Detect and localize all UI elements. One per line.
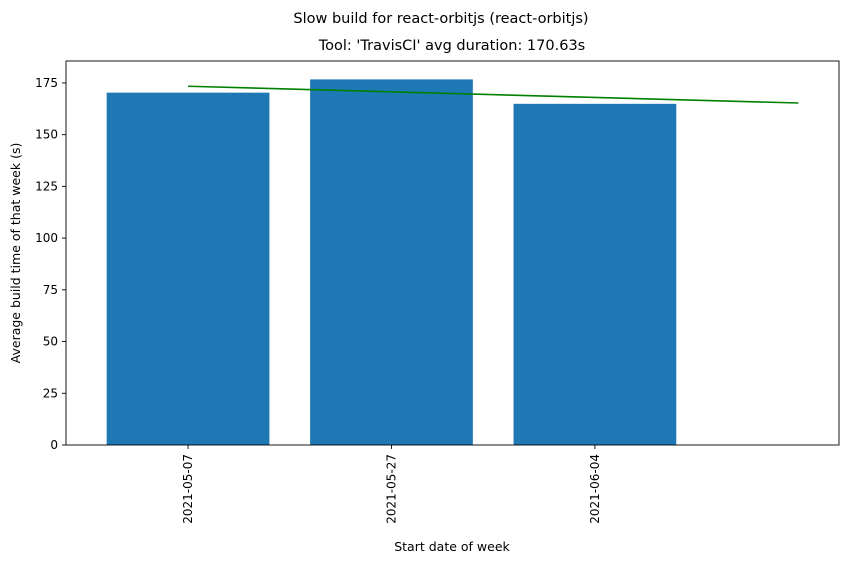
y-tick-label: 75	[43, 283, 58, 297]
bar-2021-05-27	[310, 79, 473, 446]
y-tick-label: 150	[35, 128, 58, 142]
y-tick-label: 0	[50, 438, 58, 452]
x-tick-label: 2021-05-07	[181, 454, 195, 524]
plot-area: 0 25 50 75 100 125 150 175 2021-05-07 2021-05-27 2…	[35, 60, 840, 524]
bar-2021-06-04	[513, 103, 677, 446]
x-axis-label: Start date of week	[394, 539, 510, 554]
x-tick-label: 2021-06-04	[588, 454, 602, 524]
y-tick-label: 50	[43, 335, 58, 349]
y-axis-label: Average build time of that week (s)	[8, 143, 23, 364]
y-tick-label: 100	[35, 231, 58, 245]
chart-title: Slow build for react-orbitjs (react-orbi…	[293, 11, 588, 27]
trend-line	[188, 85, 799, 104]
bar-2021-05-07	[106, 92, 270, 445]
y-tick-label: 25	[43, 386, 58, 400]
chart-subtitle: Tool: 'TravisCI' avg duration: 170.63s	[318, 38, 585, 54]
y-tick-label: 125	[35, 179, 58, 193]
x-tick-label: 2021-05-27	[384, 454, 398, 524]
plot-frame	[65, 60, 840, 446]
y-tick-label: 175	[35, 76, 58, 90]
